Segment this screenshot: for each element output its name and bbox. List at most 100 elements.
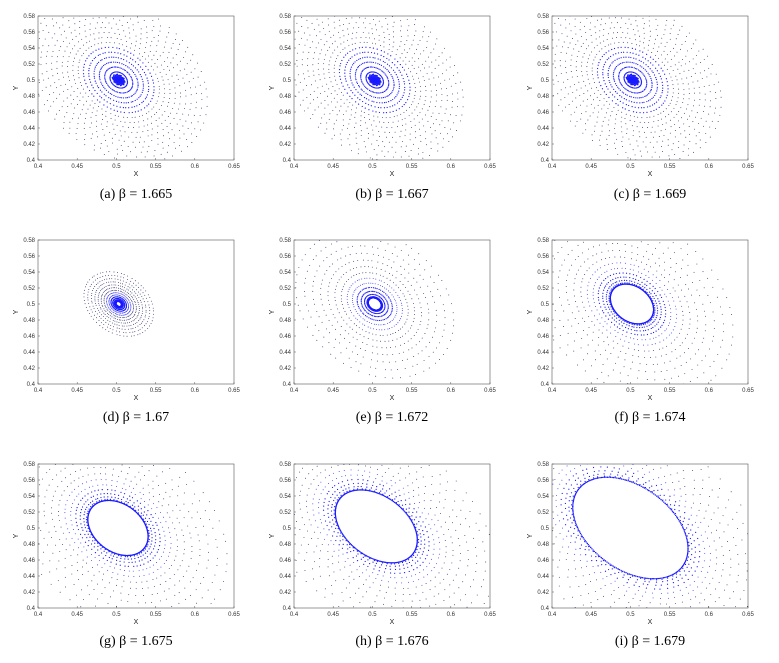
scatter-point bbox=[121, 72, 123, 74]
scatter-point bbox=[329, 60, 331, 62]
scatter-point bbox=[642, 67, 645, 69]
scatter-point bbox=[103, 312, 105, 314]
scatter-point bbox=[405, 56, 407, 58]
scatter-point bbox=[128, 27, 130, 29]
scatter-point bbox=[342, 85, 344, 87]
scatter-point bbox=[109, 103, 111, 105]
scatter-point bbox=[112, 287, 114, 289]
scatter-point bbox=[574, 26, 576, 27]
scatter-point bbox=[99, 276, 101, 278]
scatter-point bbox=[453, 319, 455, 321]
scatter-point bbox=[141, 313, 143, 314]
scatter-point bbox=[384, 297, 386, 299]
scatter-point bbox=[134, 61, 137, 63]
scatter-point bbox=[88, 313, 90, 315]
scatter-point bbox=[349, 310, 351, 311]
scatter-point bbox=[378, 39, 380, 41]
scatter-point bbox=[619, 70, 622, 72]
scatter-point bbox=[612, 54, 614, 56]
scatter-point bbox=[368, 83, 370, 85]
scatter-point bbox=[134, 49, 135, 51]
scatter-point bbox=[634, 106, 636, 108]
scatter-point bbox=[386, 265, 388, 267]
scatter-point bbox=[352, 245, 354, 247]
scatter-point bbox=[111, 292, 113, 294]
scatter-point bbox=[364, 300, 366, 302]
scatter-point bbox=[444, 126, 446, 128]
scatter-point bbox=[375, 125, 377, 127]
scatter-point bbox=[144, 294, 146, 296]
scatter-point bbox=[72, 38, 74, 40]
chart-svg: 0.4 0.45 0.5 0.55 0.6 0.650.40.420.440.460.48… bbox=[13, 238, 240, 402]
scatter-point bbox=[560, 52, 562, 54]
scatter-point bbox=[329, 113, 331, 115]
scatter-point bbox=[647, 44, 649, 46]
scatter-point bbox=[630, 23, 632, 25]
scatter-point bbox=[98, 32, 100, 34]
scatter-point bbox=[292, 30, 293, 31]
scatter-point bbox=[387, 87, 389, 89]
scatter-point bbox=[129, 74, 131, 76]
scatter-point bbox=[111, 295, 113, 297]
scatter-point bbox=[601, 108, 603, 110]
scatter-point bbox=[607, 124, 609, 126]
core-point bbox=[113, 74, 115, 76]
scatter-point bbox=[666, 41, 668, 43]
scatter-point bbox=[89, 34, 91, 36]
scatter-point bbox=[353, 291, 355, 293]
scatter-point bbox=[120, 279, 122, 281]
scatter-point bbox=[119, 96, 121, 99]
scatter-point bbox=[94, 13, 95, 14]
scatter-point bbox=[397, 294, 399, 296]
scatter-point bbox=[614, 42, 616, 44]
scatter-point bbox=[613, 27, 615, 29]
scatter-point bbox=[81, 38, 83, 40]
scatter-point bbox=[631, 66, 633, 68]
scatter-point bbox=[352, 302, 354, 304]
scatter-point bbox=[127, 279, 128, 280]
scatter-point bbox=[380, 240, 382, 242]
scatter-point bbox=[103, 99, 105, 101]
scatter-point bbox=[62, 56, 64, 58]
scatter-point bbox=[357, 304, 359, 306]
scatter-point bbox=[364, 245, 366, 247]
scatter-point bbox=[352, 64, 354, 66]
scatter-point bbox=[699, 72, 701, 74]
scatter-point bbox=[96, 22, 98, 24]
scatter-point bbox=[621, 68, 623, 70]
scatter-point bbox=[634, 34, 636, 36]
scatter-point bbox=[100, 59, 102, 62]
scatter-point bbox=[179, 137, 181, 139]
scatter-point bbox=[392, 98, 394, 101]
scatter-point bbox=[186, 139, 188, 141]
y-tick-label: 0.52 bbox=[279, 62, 291, 68]
scatter-point bbox=[625, 82, 627, 84]
scatter-point bbox=[108, 3, 109, 4]
scatter-point bbox=[117, 57, 120, 59]
scatter-point bbox=[692, 58, 694, 60]
scatter-point bbox=[50, 85, 52, 87]
scatter-point bbox=[667, 85, 669, 87]
scatter-point bbox=[451, 106, 453, 108]
scatter-point bbox=[419, 39, 421, 41]
scatter-point bbox=[382, 233, 383, 234]
scatter-point bbox=[117, 52, 119, 54]
scatter-point bbox=[683, 70, 685, 72]
scatter-point bbox=[190, 122, 192, 124]
scatter-point bbox=[117, 28, 119, 30]
scatter-point bbox=[423, 125, 425, 127]
scatter-point bbox=[174, 134, 176, 136]
scatter-point bbox=[351, 312, 353, 314]
scatter-point bbox=[350, 66, 353, 68]
scatter-point bbox=[642, 126, 643, 128]
scatter-point bbox=[366, 252, 368, 254]
scatter-point bbox=[392, 156, 394, 158]
scatter-point bbox=[135, 318, 137, 319]
scatter-point bbox=[408, 95, 410, 98]
scatter-point bbox=[62, 17, 64, 19]
scatter-point bbox=[635, 159, 637, 160]
scatter-point bbox=[602, 74, 604, 76]
scatter-point bbox=[443, 310, 445, 312]
scatter-point bbox=[294, 38, 296, 40]
scatter-point bbox=[71, 86, 73, 88]
